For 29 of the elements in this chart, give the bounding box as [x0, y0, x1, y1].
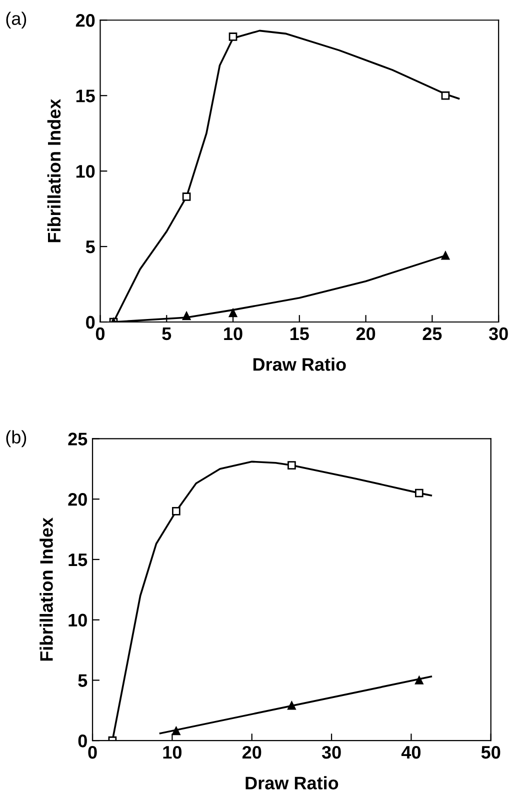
x-tick-label: 5	[162, 328, 172, 340]
x-tick-label: 0	[96, 327, 105, 340]
chart-title: (a)	[6, 12, 26, 29]
y-tick-label: 5	[78, 674, 88, 687]
x-tick-label: 20	[242, 746, 262, 759]
y-tick-label: 5	[86, 240, 95, 254]
y-tick-label: 10	[68, 614, 87, 627]
chart-title: (b)	[6, 430, 26, 448]
y-axis-title: Fibrillation Index	[47, 98, 61, 242]
y-tick-label: 15	[68, 554, 88, 566]
x-axis-title: Draw Ratio	[246, 776, 338, 790]
y-tick-label: 0	[86, 316, 95, 329]
x-tick-label: 50	[481, 746, 500, 759]
x-tick-label: 25	[422, 327, 442, 340]
y-tick-label: 15	[76, 90, 95, 102]
y-tick-label: 10	[76, 164, 95, 178]
y-tick-label: 20	[76, 14, 95, 27]
x-tick-label: 20	[356, 327, 376, 340]
y-axis-title: Fibrillation Index	[40, 518, 53, 661]
x-tick-label: 15	[290, 328, 309, 340]
x-axis-title: Draw Ratio	[253, 358, 346, 371]
x-tick-label: 30	[488, 327, 508, 340]
x-tick-label: 30	[322, 746, 341, 759]
y-tick-label: 25	[68, 432, 88, 446]
y-tick-label: 20	[68, 493, 87, 506]
x-tick-label: 10	[224, 327, 242, 340]
x-tick-label: 40	[401, 746, 420, 759]
y-tick-label: 0	[78, 734, 87, 748]
x-tick-label: 10	[163, 746, 182, 759]
